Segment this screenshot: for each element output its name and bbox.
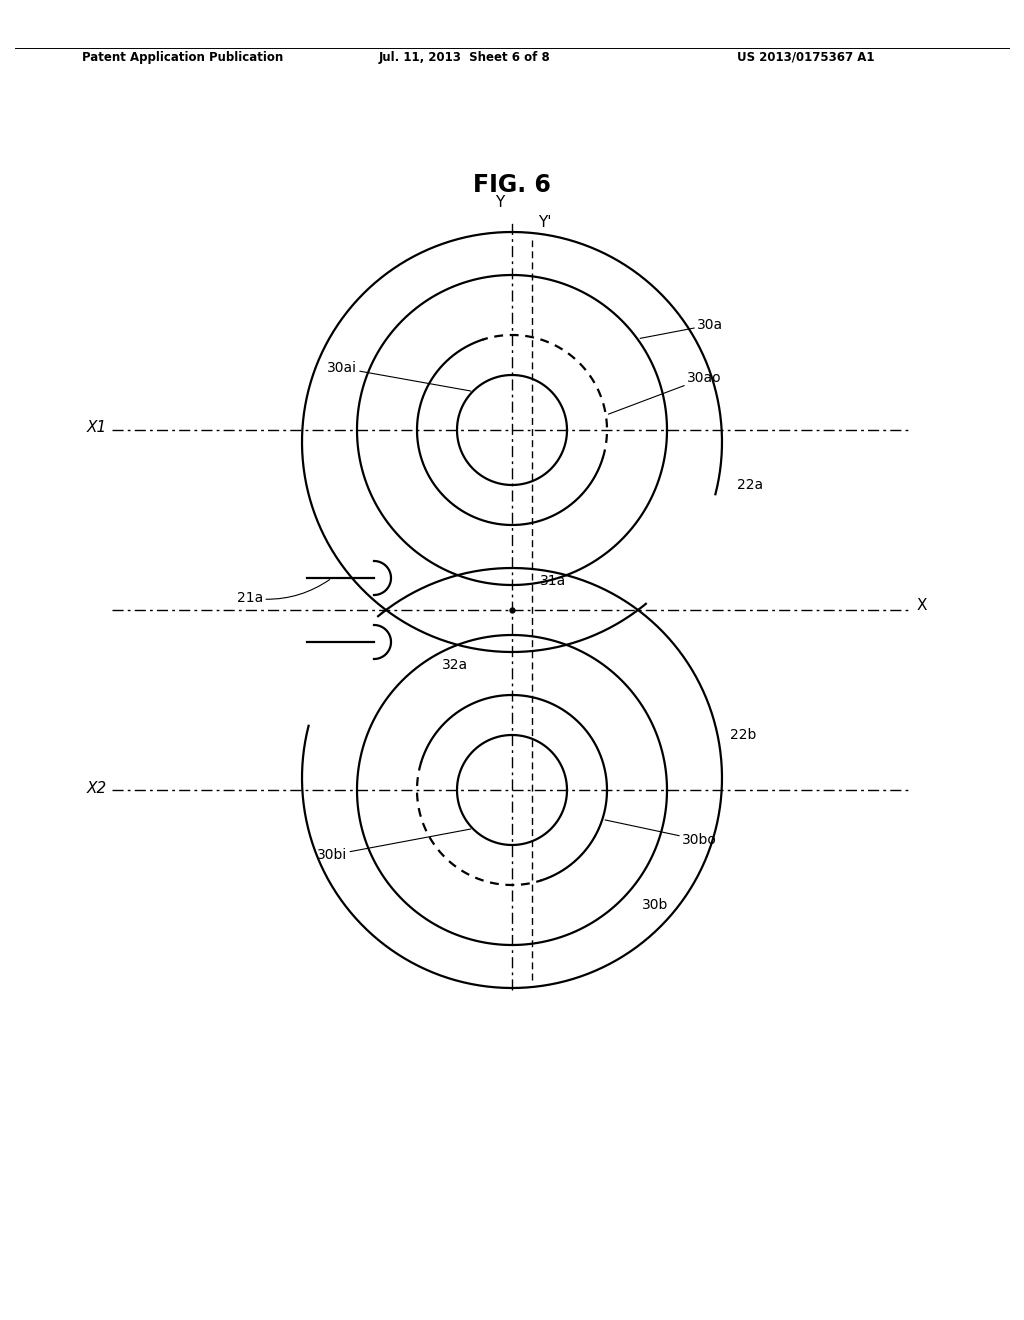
Text: 30b: 30b — [642, 898, 669, 912]
Text: 31a: 31a — [540, 574, 566, 587]
Text: Patent Application Publication: Patent Application Publication — [82, 50, 284, 63]
Text: 22b: 22b — [730, 729, 757, 742]
Text: 32a: 32a — [442, 657, 468, 672]
Text: Jul. 11, 2013  Sheet 6 of 8: Jul. 11, 2013 Sheet 6 of 8 — [379, 50, 551, 63]
Text: 22a: 22a — [737, 478, 763, 492]
Text: 30ao: 30ao — [608, 371, 722, 414]
Text: 21a: 21a — [237, 579, 330, 605]
Text: Y: Y — [496, 195, 505, 210]
Text: 30ai: 30ai — [327, 360, 471, 391]
Text: 30bi: 30bi — [317, 829, 471, 862]
Text: FIG. 6: FIG. 6 — [473, 173, 551, 197]
Text: X1: X1 — [87, 421, 106, 436]
Text: 30bo: 30bo — [605, 820, 717, 847]
Text: US 2013/0175367 A1: US 2013/0175367 A1 — [737, 50, 874, 63]
Text: X2: X2 — [87, 780, 106, 796]
Text: Y': Y' — [538, 215, 552, 230]
Text: 30a: 30a — [640, 318, 723, 338]
Text: X: X — [918, 598, 928, 612]
